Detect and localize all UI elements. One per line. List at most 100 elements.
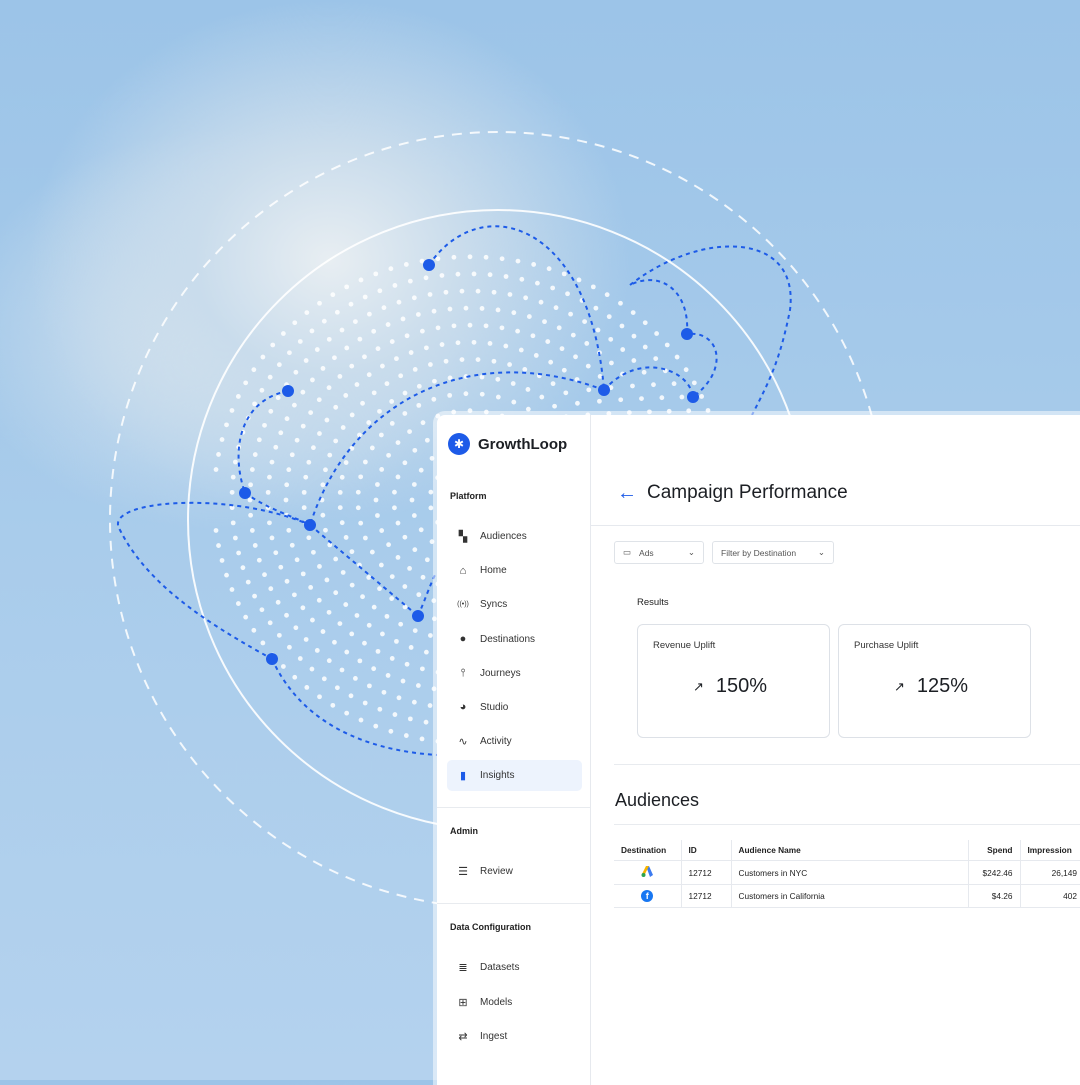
decorative-dot: [538, 299, 544, 305]
sidebar-item-insights[interactable]: ▮ Insights: [447, 760, 582, 792]
decorative-dot: [515, 328, 521, 334]
decorative-dot: [552, 403, 557, 409]
swap-icon: ⇄: [458, 1030, 468, 1043]
sidebar-item-audiences[interactable]: ▚ Audiences: [447, 521, 582, 552]
decorative-dot: [550, 285, 556, 291]
decorative-dot: [243, 614, 249, 620]
decorative-dot: [344, 284, 350, 290]
sidebar-item-studio[interactable]: ◕ Studio: [447, 692, 582, 723]
decorative-dot: [268, 408, 274, 414]
decorative-dot: [642, 320, 648, 326]
decorative-dot: [306, 459, 312, 465]
decorative-dot: [491, 358, 497, 364]
decorative-dot: [326, 658, 332, 664]
table-row[interactable]: 12712 Customers in NYC $242.46 26,149: [614, 860, 1080, 885]
decorative-dot: [284, 482, 290, 488]
decorative-dot: [224, 422, 229, 428]
decorative-dot: [323, 527, 328, 533]
decorative-dot: [326, 336, 332, 342]
col-audience-name[interactable]: Audience Name: [731, 840, 969, 861]
sidebar-item-datasets[interactable]: ≣ Datasets: [447, 952, 582, 983]
decorative-dot: [314, 347, 320, 352]
decorative-dot: [362, 640, 367, 646]
sidebar-item-review[interactable]: ☰ Review: [447, 856, 582, 887]
sidebar-item-home[interactable]: ⌂ Home: [447, 555, 582, 586]
decorative-dot: [260, 640, 266, 646]
decorative-dot: [292, 320, 298, 326]
decorative-dot: [235, 394, 241, 399]
decorative-dot: [428, 489, 434, 495]
decorative-dot: [395, 520, 401, 526]
sidebar-item-label: Insights: [480, 770, 515, 782]
decorative-dot: [395, 440, 401, 445]
destination-filter-select[interactable]: Filter by Destination ⌄: [712, 541, 834, 564]
logo[interactable]: ✱ GrowthLoop: [448, 433, 582, 455]
decorative-dot: [273, 550, 279, 556]
divider: [614, 824, 1080, 825]
decorative-dot: [495, 307, 501, 313]
col-spend[interactable]: Spend: [968, 840, 1021, 861]
decorative-dot: [423, 649, 429, 655]
decorative-dot: [402, 534, 408, 540]
channel-select[interactable]: ▭ Ads ⌄: [614, 541, 704, 564]
decorative-dot: [251, 627, 257, 633]
decorative-dot: [333, 590, 339, 596]
decorative-dot: [495, 394, 501, 400]
back-arrow-icon[interactable]: ←: [617, 481, 637, 504]
decorative-dot: [586, 387, 592, 393]
palette-icon: ◕: [459, 701, 467, 714]
sidebar-item-label: Activity: [480, 736, 512, 748]
col-destination[interactable]: Destination: [614, 840, 682, 861]
decorative-dot: [358, 717, 364, 723]
decorative-dot: [535, 280, 540, 286]
sidebar-item-activity[interactable]: ∿ Activity: [447, 726, 582, 757]
sidebar-item-label: Models: [480, 996, 513, 1008]
decorative-dot: [659, 395, 665, 401]
decorative-dot: [573, 354, 578, 360]
decorative-dot: [251, 367, 257, 373]
sidebar-item-ingest[interactable]: ⇄ Ingest: [447, 1021, 582, 1052]
calendar-icon: ▭: [623, 547, 632, 557]
decorative-dot: [618, 397, 624, 403]
decorative-dot: [316, 397, 322, 403]
decorative-dot: [447, 375, 453, 381]
decorative-dot: [300, 389, 306, 395]
decorative-dot: [306, 535, 312, 541]
decorative-dot: [608, 336, 614, 342]
decorative-dot: [392, 505, 397, 511]
decorative-dot: [308, 585, 314, 590]
decorative-dot: [349, 631, 355, 637]
decorative-dot: [431, 396, 437, 402]
card-label: Revenue Uplift: [653, 640, 716, 651]
decorative-dot: [451, 323, 457, 329]
decorative-dot: [503, 274, 509, 279]
audiences-table: Destination ID Audience Name Spend Impre…: [614, 840, 1080, 908]
decorative-dot: [362, 294, 368, 300]
decorative-dot: [408, 350, 414, 355]
decorative-dot: [411, 513, 417, 518]
col-impression[interactable]: Impression: [1020, 840, 1080, 861]
decorative-dot: [343, 535, 349, 540]
sidebar-item-syncs[interactable]: ((•)) Syncs: [447, 589, 582, 620]
col-id[interactable]: ID: [681, 840, 732, 861]
decorative-dot: [349, 445, 355, 451]
decorative-dot: [412, 366, 418, 372]
cell-impressions: 402: [1020, 884, 1080, 908]
decorative-dot: [333, 556, 339, 562]
sidebar-item-journeys[interactable]: ⫯ Journeys: [447, 658, 582, 689]
decorative-dot: [229, 587, 235, 592]
decorative-dot: [561, 271, 567, 277]
decorative-dot: [487, 341, 493, 346]
sidebar-item-destinations[interactable]: ● Destinations: [447, 624, 582, 655]
decorative-dot: [402, 604, 408, 610]
decorative-dot: [247, 497, 253, 503]
decorative-dot: [381, 305, 387, 311]
decorative-dot: [396, 299, 402, 305]
sidebar-item-models[interactable]: ⊞ Models: [447, 987, 582, 1018]
decorative-dot: [320, 366, 326, 371]
decorative-dot: [344, 649, 350, 655]
decorative-dot: [381, 689, 387, 695]
decorative-dot: [286, 527, 292, 533]
table-row[interactable]: f 12712 Customers in California $4.26 40…: [614, 884, 1080, 908]
decorative-dot: [429, 455, 435, 461]
